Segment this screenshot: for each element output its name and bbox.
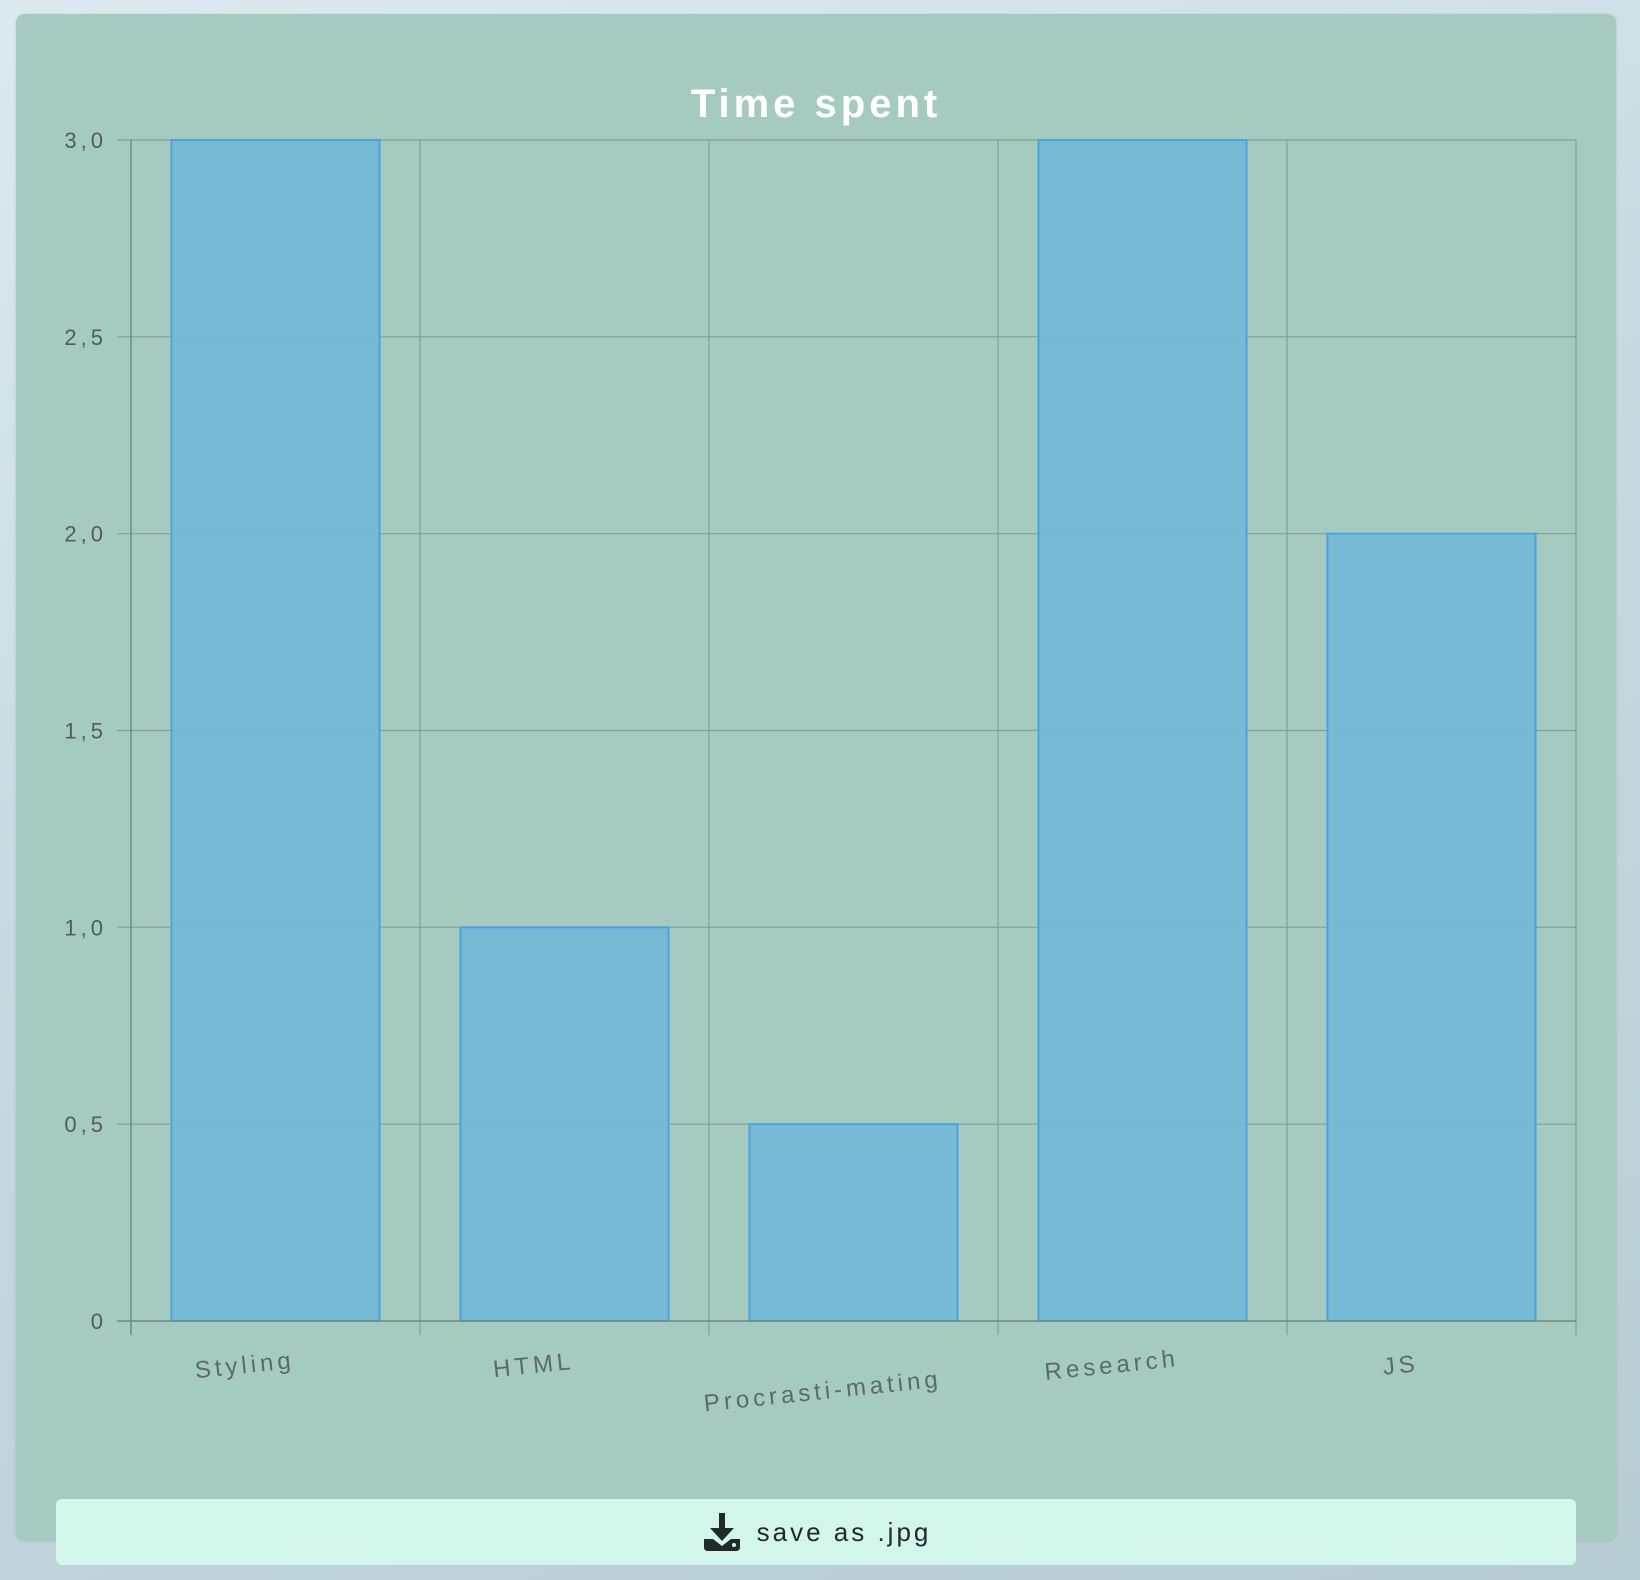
y-tick-label: 0,5: [64, 1112, 107, 1137]
bar-procrasti-mating: [748, 1123, 959, 1322]
chart-title: Time spent: [690, 82, 942, 126]
y-tick-label: 2,5: [64, 325, 107, 350]
bar-js: [1326, 532, 1537, 1322]
y-tick-label: 3,0: [64, 128, 107, 153]
bar-html: [459, 926, 670, 1322]
y-tick-label: 0: [91, 1309, 107, 1334]
chart-card: Time spent 0 0,5 1,0 1,5 2,0 2,5 3,0 Styling HTM…: [16, 14, 1616, 1540]
bar-styling: [170, 139, 381, 1322]
x-tick-label: JS: [1381, 1350, 1420, 1381]
bar-chart: 0 0,5 1,0 1,5 2,0 2,5 3,0 Styling HTML Procrasti-…: [64, 128, 1577, 1418]
y-tick-label: 1,0: [64, 915, 107, 940]
x-tick-label: Research: [1043, 1345, 1180, 1386]
y-tick-label: 2,0: [64, 522, 107, 547]
y-tick-label: 1,5: [64, 719, 107, 744]
axes: [117, 140, 1576, 1335]
x-tick-label: HTML: [492, 1348, 576, 1383]
bar-research: [1037, 139, 1248, 1322]
save-button-label: save as .jpg: [756, 1516, 932, 1547]
download-icon: [703, 1513, 740, 1551]
save-as-jpg-button[interactable]: save as .jpg: [56, 1499, 1576, 1565]
x-tick-label: Styling: [194, 1347, 296, 1384]
x-tick-label: Procrasti-mating: [703, 1366, 943, 1418]
bars: [170, 139, 1537, 1322]
